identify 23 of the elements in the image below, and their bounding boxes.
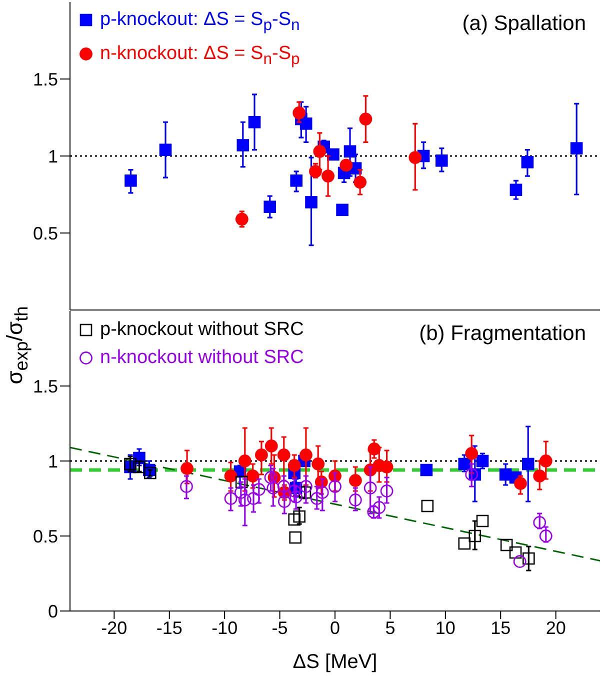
y-tick-label: 1 bbox=[48, 451, 58, 472]
y-tick-label: 0.5 bbox=[32, 223, 58, 244]
x-tick-label: 0 bbox=[330, 618, 340, 638]
y-tick-label: 0 bbox=[48, 601, 58, 622]
legend-label: p-knockout: ΔS = S$_{p}$-S$_{n}$ bbox=[100, 9, 300, 34]
legend-label: p-knockout without SRC bbox=[100, 319, 304, 340]
y-tick-label: 1.5 bbox=[32, 69, 58, 90]
x-tick-label: 5 bbox=[385, 618, 396, 638]
legend-label: n-knockout: ΔS = S$_{n}$-S$_{p}$ bbox=[100, 42, 300, 68]
x-axis-title: ΔS [MeV] bbox=[292, 651, 378, 674]
x-tick-label: 15 bbox=[490, 618, 511, 638]
x-tick-label: -5 bbox=[272, 618, 288, 638]
legend-label: n-knockout without SRC bbox=[100, 347, 304, 368]
x-tick-label: 20 bbox=[546, 618, 566, 638]
text: (a) Spallation bbox=[462, 12, 586, 36]
x-tick-label: -20 bbox=[101, 618, 128, 638]
x-tick-label: -15 bbox=[156, 618, 182, 638]
text: (b) Fragmentation bbox=[419, 322, 586, 346]
y-tick-label: 1.5 bbox=[32, 376, 58, 396]
y-tick-label: 0.5 bbox=[32, 526, 58, 546]
x-tick-label: 10 bbox=[435, 618, 456, 638]
y-tick-label: 1 bbox=[48, 146, 58, 166]
x-tick-label: -10 bbox=[212, 618, 238, 638]
